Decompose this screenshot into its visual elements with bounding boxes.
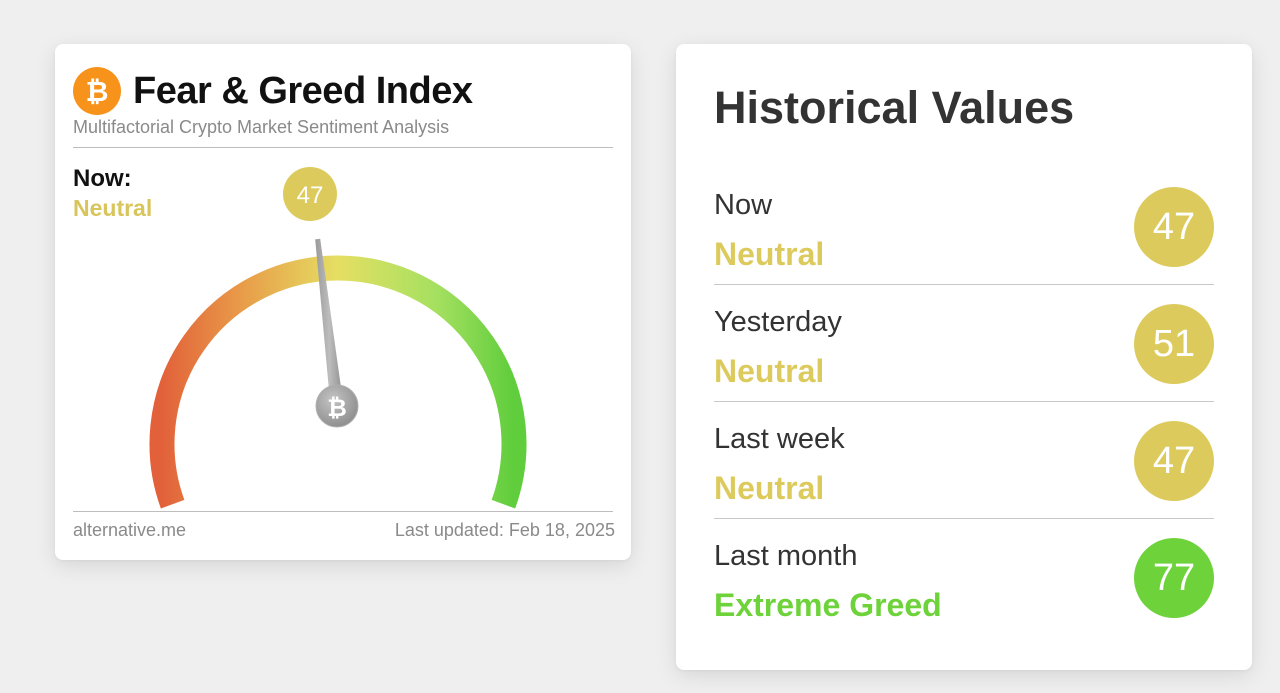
history-row-last-week: Last week Neutral 47 <box>714 401 1214 519</box>
history-label: Yesterday <box>714 306 842 338</box>
history-label: Last month <box>714 540 858 572</box>
value-bubble: 47 <box>283 167 337 221</box>
footer-divider <box>73 511 613 512</box>
historical-values-card: Historical Values Now Neutral 47 Yesterd… <box>676 44 1252 670</box>
history-classification: Neutral <box>714 353 825 389</box>
widget-subtitle: Multifactorial Crypto Market Sentiment A… <box>73 117 450 137</box>
history-classification: Neutral <box>714 236 825 272</box>
bitcoin-logo-icon: ₿ <box>73 67 121 115</box>
history-classification: Extreme Greed <box>714 587 942 623</box>
last-updated: Last updated: Feb 18, 2025 <box>394 520 615 540</box>
history-label: Now <box>714 189 773 221</box>
widget-header: ₿ Fear & Greed Index <box>73 66 473 116</box>
now-classification: Neutral <box>73 195 153 221</box>
sentiment-gauge: 47 ₿ <box>149 167 527 509</box>
history-row-last-month: Last month Extreme Greed 77 <box>714 518 1214 635</box>
header-divider <box>73 147 613 148</box>
history-value-badge: 47 <box>1134 187 1214 267</box>
source-link[interactable]: alternative.me <box>73 520 187 540</box>
history-value-badge: 51 <box>1134 304 1214 384</box>
now-label: Now: <box>73 165 132 192</box>
history-label: Last week <box>714 423 845 455</box>
gauge-arc <box>149 255 527 509</box>
value-bubble-text: 47 <box>297 182 324 209</box>
history-row-now: Now Neutral 47 <box>714 167 1214 285</box>
gauge-hub: ₿ <box>315 384 359 428</box>
widget-title: Fear & Greed Index <box>133 69 473 112</box>
history-value-badge: 47 <box>1134 421 1214 501</box>
history-classification: Neutral <box>714 470 825 506</box>
fear-greed-widget: ₿ Fear & Greed Index Multifactorial Cryp… <box>55 44 631 560</box>
gauge-needle <box>315 238 344 407</box>
gauge-hub-bitcoin-icon: ₿ <box>327 394 347 422</box>
history-value-badge: 77 <box>1134 538 1214 618</box>
history-row-yesterday: Yesterday Neutral 51 <box>714 284 1214 402</box>
historical-title: Historical Values <box>714 82 1075 133</box>
